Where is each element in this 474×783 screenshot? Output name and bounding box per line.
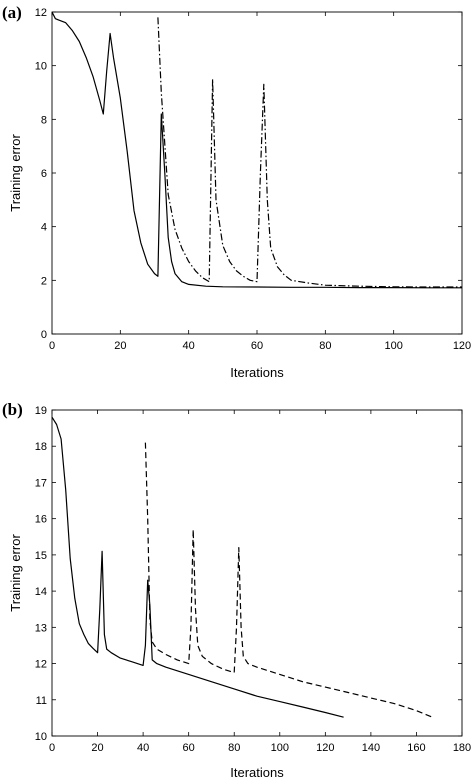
- y-tick-label: 2: [41, 275, 47, 287]
- series-line-dash-dot: [157, 17, 462, 288]
- y-tick-label: 16: [35, 514, 47, 526]
- y-tick-label: 0: [41, 329, 47, 341]
- y-tick-label: 17: [35, 477, 47, 489]
- x-tick-label: 80: [319, 340, 331, 352]
- x-tick-label: 60: [183, 742, 195, 754]
- series-line-solid: [51, 416, 344, 718]
- y-tick-label: 6: [41, 168, 47, 180]
- panel-b-label: (b): [2, 400, 23, 419]
- x-tick-label: 80: [228, 742, 240, 754]
- y-tick-label: 4: [41, 222, 47, 234]
- x-tick-label: 180: [453, 742, 471, 754]
- panel-b-ticks: 0 20 40 60 80 100 120 140 160 180 10 11 12 13 14 15 16 17…: [35, 405, 471, 754]
- y-tick-label: 10: [35, 731, 47, 743]
- x-tick-label: 20: [91, 742, 103, 754]
- panel-a-ticks: 0 20 40 60 80 100 120 0 2 4 6 8 10 12: [35, 7, 471, 352]
- x-tick-label: 40: [183, 340, 195, 352]
- y-tick-label: 13: [35, 622, 47, 634]
- panel-b-frame: [51, 409, 463, 737]
- y-tick-label: 8: [41, 114, 47, 126]
- panel-b: (b) 0 20 40 60 80 100 120 140 160 180 10 11 12 13 14 15…: [2, 400, 471, 780]
- x-tick-label: 140: [362, 742, 380, 754]
- panel-a-y-axis-title: Training error: [8, 134, 23, 212]
- x-tick-label: 160: [407, 742, 425, 754]
- panel-b-x-axis-title: Iterations: [230, 765, 284, 780]
- x-tick-label: 100: [271, 742, 289, 754]
- y-tick-label: 15: [35, 550, 47, 562]
- panel-b-plot: [51, 416, 433, 718]
- y-tick-label: 14: [35, 586, 47, 598]
- series-line-solid: [51, 11, 462, 289]
- x-tick-label: 120: [453, 340, 471, 352]
- y-tick-label: 18: [35, 441, 47, 453]
- y-tick-label: 12: [35, 7, 47, 19]
- x-tick-label: 100: [384, 340, 402, 352]
- panel-b-y-axis-title: Training error: [8, 534, 23, 612]
- y-tick-label: 12: [35, 659, 47, 671]
- x-tick-label: 0: [49, 742, 55, 754]
- y-tick-label: 19: [35, 405, 47, 417]
- panel-a-x-axis-title: Iterations: [230, 365, 284, 380]
- y-tick-label: 10: [35, 61, 47, 73]
- panel-a-label: (a): [2, 3, 22, 22]
- x-tick-label: 0: [49, 340, 55, 352]
- series-line-dashed: [144, 442, 433, 718]
- x-tick-label: 20: [114, 340, 126, 352]
- x-tick-label: 60: [251, 340, 263, 352]
- x-tick-label: 40: [137, 742, 149, 754]
- y-tick-label: 11: [36, 695, 47, 707]
- x-tick-label: 120: [316, 742, 334, 754]
- panel-a-plot: [51, 11, 462, 289]
